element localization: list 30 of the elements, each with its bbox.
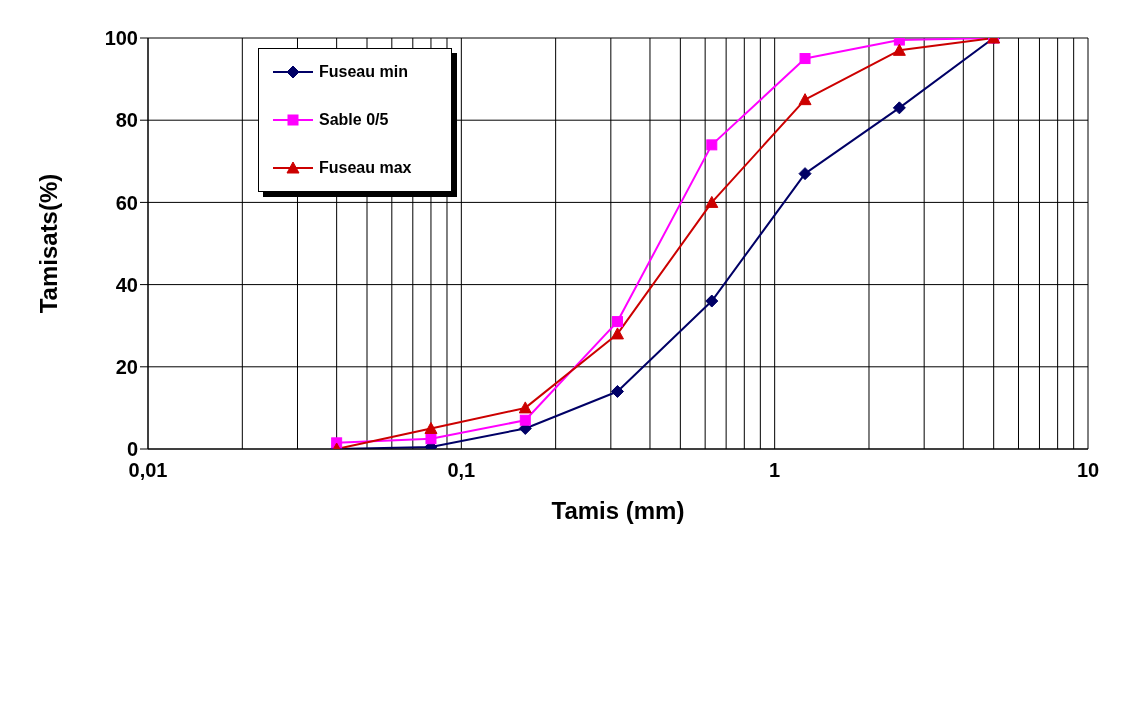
point	[518, 401, 532, 414]
y-tick-label: 40	[115, 273, 138, 296]
legend-label: Sable 0/5	[319, 111, 389, 129]
point	[610, 327, 624, 340]
point	[892, 101, 906, 115]
y-tick-label: 80	[115, 109, 138, 132]
x-tick-label: 0,01	[128, 459, 168, 482]
point	[705, 195, 719, 208]
point	[798, 167, 812, 181]
point	[799, 53, 811, 65]
point	[705, 294, 719, 308]
point	[798, 93, 812, 106]
y-tick-label: 100	[104, 27, 138, 50]
legend-label: Fuseau max	[319, 159, 412, 177]
point	[892, 43, 906, 56]
x-tick-label: 1	[769, 459, 781, 482]
y-axis-title: Tamisats(%)	[34, 173, 62, 314]
legend-label: Fuseau min	[319, 63, 408, 81]
x-axis-title: Tamis (mm)	[551, 497, 685, 524]
y-tick-label: 0	[126, 438, 138, 461]
y-tick-label: 60	[115, 191, 138, 214]
point	[425, 433, 437, 445]
x-tick-label: 0,1	[447, 459, 476, 482]
x-tick-label: 10	[1076, 459, 1100, 482]
point	[424, 421, 438, 434]
point	[610, 384, 624, 398]
point	[519, 414, 531, 426]
point	[611, 316, 623, 328]
point	[706, 139, 718, 151]
y-tick-label: 20	[115, 355, 138, 378]
